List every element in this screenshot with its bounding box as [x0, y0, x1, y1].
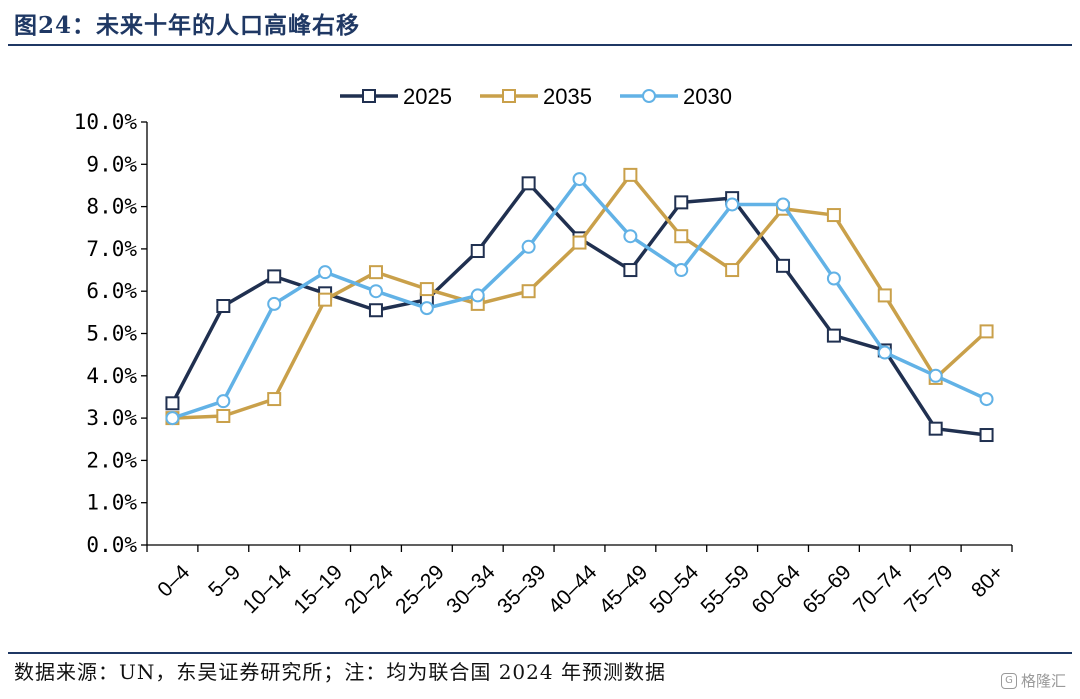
data-point-2025: [165, 396, 180, 411]
data-point-2035: [267, 392, 282, 407]
data-point-2030: [928, 368, 943, 383]
series-2025: [165, 176, 994, 443]
y-tick-label: 4.0%: [86, 364, 137, 388]
y-tick-label: 7.0%: [86, 237, 137, 261]
x-tick-label: 30–34: [442, 560, 500, 618]
series-2035: [165, 167, 994, 426]
x-tick-label: 0–4: [153, 560, 194, 601]
series-line-2030: [171, 177, 988, 420]
title-divider: [8, 44, 1072, 46]
data-point-2025: [216, 299, 231, 314]
legend-label: 2030: [683, 84, 732, 109]
data-point-2030: [674, 263, 689, 278]
data-point-2030: [826, 271, 841, 286]
x-tick-label: 15–19: [289, 561, 347, 619]
data-point-2030: [979, 392, 994, 407]
legend-item-2030: 2030: [620, 84, 732, 109]
data-point-2030: [521, 239, 536, 254]
chart-axes: 0.0% 1.0% 2.0% 3.0% 4.0% 5.0% 6.0% 7.0% 8.0% 9.0%…: [74, 110, 1013, 619]
data-point-2030: [725, 197, 740, 212]
data-point-2030: [165, 411, 180, 426]
data-point-2030: [470, 288, 485, 303]
series-line-2035: [172, 173, 988, 420]
y-tick-label: 3.0%: [86, 406, 137, 430]
data-point-2030: [267, 296, 282, 311]
x-tick-label: 35–39: [493, 561, 551, 619]
watermark: G 格隆汇: [1000, 670, 1066, 691]
figure-title: 图24：未来十年的人口高峰右移: [14, 12, 361, 39]
x-tick-label: 55–59: [697, 561, 755, 619]
series-line-2025: [170, 181, 987, 437]
data-point-2035: [826, 208, 841, 223]
data-point-2035: [979, 324, 994, 339]
legend-swatch-marker: [642, 89, 656, 103]
watermark-logo-icon: G: [1000, 672, 1017, 689]
x-tick-label: 10–14: [239, 560, 297, 618]
y-tick-label: 1.0%: [86, 491, 137, 515]
y-tick-label: 9.0%: [86, 152, 137, 176]
source-note: 数据来源：UN，东吴证券研究所；注：均为联合国 2024 年预测数据: [14, 660, 666, 684]
y-tick-label: 8.0%: [86, 195, 137, 219]
data-point-2025: [470, 244, 485, 259]
legend-swatch-marker: [362, 89, 376, 103]
x-tick-label: 40–44: [544, 560, 602, 618]
legend-swatch-marker: [502, 89, 516, 103]
legend-item-2025: 2025: [340, 84, 452, 109]
data-point-2035: [572, 235, 587, 250]
data-point-2035: [877, 288, 892, 303]
legend-label: 2035: [543, 84, 592, 109]
y-tick-label: 0.0%: [86, 533, 137, 557]
data-point-2035: [725, 263, 740, 278]
data-point-2025: [674, 195, 689, 210]
data-point-2025: [368, 303, 383, 318]
data-point-2030: [776, 197, 791, 212]
x-tick-label: 75–79: [900, 561, 958, 619]
data-point-2035: [368, 265, 383, 280]
series-2030: [165, 172, 994, 426]
data-point-2035: [674, 229, 689, 244]
y-tick-label: 5.0%: [86, 322, 137, 346]
data-point-2025: [521, 176, 536, 191]
y-tick-label: 10.0%: [74, 110, 138, 134]
data-point-2030: [877, 345, 892, 360]
x-tick-label: 65–69: [798, 561, 856, 619]
x-tick-label: 5–9: [204, 561, 245, 602]
data-point-2030: [419, 301, 434, 316]
x-tick-label: 45–49: [595, 561, 653, 619]
data-point-2025: [623, 263, 638, 278]
x-tick-label: 20–24: [340, 560, 398, 618]
y-tick-label: 2.0%: [86, 448, 137, 472]
data-point-2025: [928, 421, 943, 436]
watermark-text: 格隆汇: [1020, 672, 1066, 690]
x-tick-label: 70–74: [849, 560, 907, 618]
data-point-2030: [623, 229, 638, 244]
data-point-2025: [826, 328, 841, 343]
data-point-2025: [776, 258, 791, 273]
data-point-2035: [521, 284, 536, 299]
chart-legend: 2025 2035 2030: [340, 84, 732, 109]
x-tick-label: 60–64: [747, 560, 805, 618]
data-point-2030: [216, 394, 231, 409]
data-point-2030: [572, 172, 587, 187]
data-point-2035: [623, 167, 638, 182]
x-tick-label: 50–54: [646, 560, 704, 618]
data-point-2025: [979, 428, 994, 443]
data-point-2030: [318, 265, 333, 280]
legend-label: 2025: [403, 84, 452, 109]
data-point-2025: [267, 269, 282, 284]
source-divider: [8, 652, 1072, 654]
data-point-2035: [318, 292, 333, 307]
x-tick-label: 80+: [967, 561, 1008, 602]
chart-series: [165, 167, 994, 443]
x-tick-label: 25–29: [391, 561, 449, 619]
data-point-2035: [216, 408, 231, 423]
legend-item-2035: 2035: [480, 84, 592, 109]
data-point-2035: [419, 282, 434, 297]
y-tick-label: 6.0%: [86, 279, 137, 303]
data-point-2030: [368, 284, 383, 299]
